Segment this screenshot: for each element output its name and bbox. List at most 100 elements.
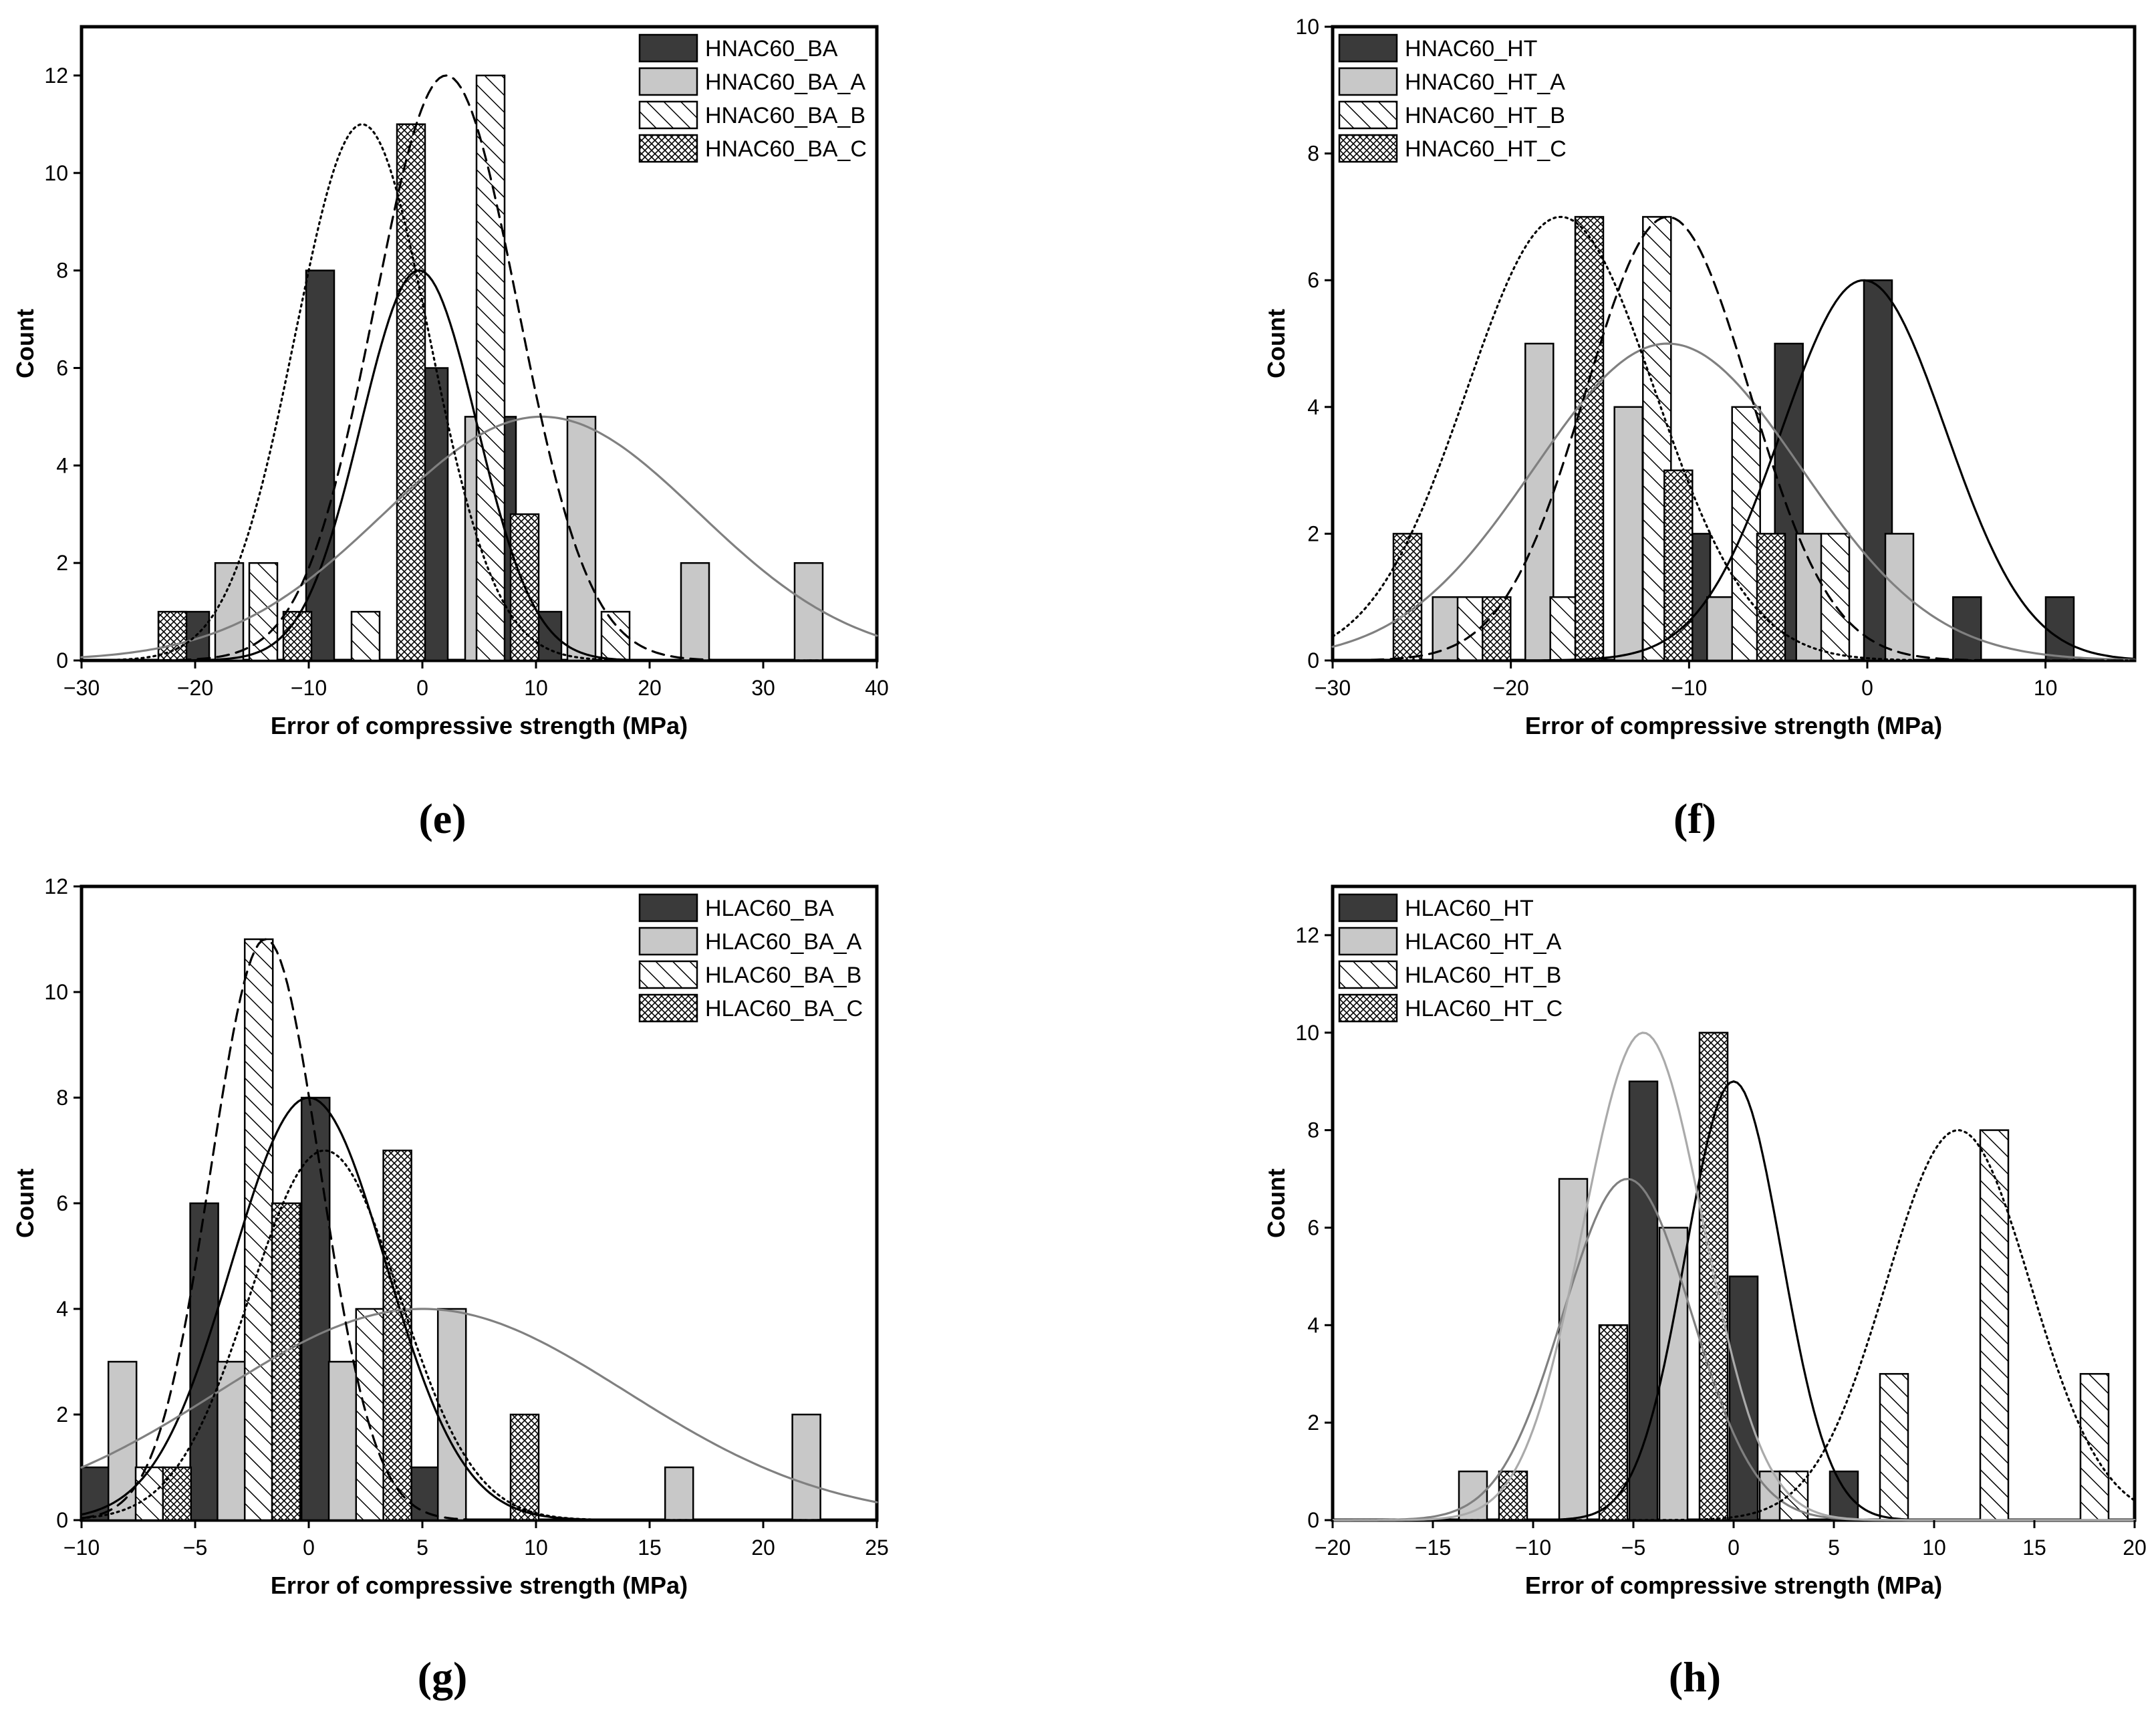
legend-label-hnac60-ba-c: HNAC60_BA_C	[705, 136, 867, 162]
bar-hnac60-ht-a	[1524, 342, 1555, 662]
x-tick-label: 0	[1728, 1536, 1740, 1560]
legend-label-hnac60-ba-b: HNAC60_BA_B	[705, 103, 865, 128]
y-axis-ticks: 0 2 4 6 8 10 12	[1295, 923, 1333, 1532]
bar-hnac60-ba-c	[396, 123, 426, 662]
x-tick-label: 5	[416, 1536, 428, 1560]
x-tick-label: 40	[865, 676, 889, 700]
bar-hlac60-ht-b	[1979, 1129, 2010, 1521]
bar-hnac60-ht-b	[1731, 406, 1761, 662]
bar-hnac60-ba	[305, 269, 335, 662]
y-tick-label: 4	[56, 1297, 68, 1321]
x-tick-label: 25	[865, 1536, 889, 1560]
x-tick-label: 15	[638, 1536, 662, 1560]
legend-label-hnac60-ht-a: HNAC60_HT_A	[1405, 70, 1565, 95]
bar-hnac60-ba-b	[350, 610, 381, 662]
bar-hnac60-ht-c	[1392, 533, 1423, 662]
panel-label: (g)	[418, 1653, 468, 1701]
bar-hnac60-ht-c	[1574, 216, 1605, 662]
bar-hnac60-ht-a	[1432, 596, 1462, 662]
x-axis-ticks: −20 −15 −10 −5 0 5 10 15 20	[1315, 1520, 2147, 1560]
y-tick-label: 2	[56, 551, 68, 575]
curve-hlac60-ba-c	[80, 1149, 878, 1521]
x-tick-label: −20	[1493, 676, 1529, 700]
y-tick-label: 12	[44, 874, 68, 898]
x-tick-label: 0	[416, 676, 428, 700]
curve-hlac60-ht-c	[1331, 1031, 2136, 1521]
x-axis-ticks: −30 −20 −10 0 10	[1315, 660, 2058, 700]
x-tick-label: −5	[183, 1536, 207, 1560]
x-tick-label: 15	[2022, 1536, 2046, 1560]
bar-hnac60-ba-c	[157, 610, 188, 662]
y-axis-label: Count	[11, 1169, 39, 1238]
legend-swatch-hlac60-ba-a	[638, 927, 698, 956]
x-axis-label: Error of compressive strength (MPa)	[271, 1572, 688, 1599]
y-tick-label: 6	[56, 356, 68, 380]
legend-swatch-hlac60-ht-b	[1338, 960, 1398, 989]
y-axis-ticks: 0 2 4 6 8 10 12	[44, 64, 82, 672]
x-tick-label: −15	[1415, 1536, 1451, 1560]
bar-hnac60-ht	[1952, 596, 1982, 662]
bar-hlac60-ht-a	[1658, 1227, 1689, 1521]
bar-hnac60-ba-a	[566, 416, 597, 662]
legend-swatch-hlac60-ba-c	[638, 993, 698, 1023]
y-tick-label: 0	[1307, 1508, 1319, 1532]
legend-swatch-hnac60-ba-b	[638, 100, 698, 130]
y-axis-ticks: 0 2 4 6 8 10	[1295, 15, 1333, 672]
legend-label-hlac60-ht-a: HLAC60_HT_A	[1405, 929, 1562, 955]
curve-hlac60-ht-b	[1331, 1129, 2136, 1521]
x-tick-label: −10	[1515, 1536, 1551, 1560]
legend-swatch-hnac60-ht-a	[1338, 67, 1398, 96]
distribution-curves	[80, 938, 878, 1521]
panel-label: (e)	[418, 795, 466, 842]
curve-hnac60-ba-c	[80, 123, 878, 662]
legend-swatch-hnac60-ba-a	[638, 67, 698, 96]
legend: HLAC60_HT HLAC60_HT_A HLAC60_HT_B HLAC60_HT…	[1338, 893, 1563, 1023]
legend-swatch-hlac60-ht	[1338, 893, 1398, 923]
distribution-curves	[1331, 215, 2136, 662]
bar-hlac60-ba-a	[217, 1360, 247, 1521]
legend-label-hlac60-ba-a: HLAC60_BA_A	[705, 929, 862, 955]
bars	[1392, 216, 2075, 662]
x-tick-label: 20	[638, 676, 662, 700]
distribution-curves	[1331, 1031, 2136, 1521]
distribution-curves	[80, 74, 878, 662]
bar-hlac60-ba-b	[134, 1466, 165, 1521]
legend-swatch-hlac60-ba	[638, 893, 698, 923]
x-axis-ticks: −10 −5 0 5 10 15 20 25	[63, 1520, 889, 1560]
x-tick-label: −30	[1315, 676, 1351, 700]
y-tick-label: 8	[1307, 1118, 1319, 1142]
x-tick-label: −10	[63, 1536, 100, 1560]
bar-hlac60-ba-c	[271, 1202, 301, 1521]
bars	[157, 74, 824, 662]
x-tick-label: −5	[1621, 1536, 1645, 1560]
bar-hlac60-ht-b	[1778, 1470, 1809, 1521]
legend-label-hnac60-ba: HNAC60_BA	[705, 36, 838, 62]
y-tick-label: 6	[1307, 1215, 1319, 1239]
bar-hlac60-ba-a	[327, 1360, 358, 1521]
bar-hlac60-ba-b	[243, 938, 274, 1521]
legend-label-hnac60-ht-b: HNAC60_HT_B	[1405, 103, 1565, 128]
y-tick-label: 10	[1295, 15, 1319, 39]
legend: HNAC60_HT HNAC60_HT_A HNAC60_HT_B HNAC60_HT…	[1338, 33, 1567, 163]
curve-hnac60-ba-a	[80, 415, 878, 658]
bar-hnac60-ba-b	[475, 74, 506, 662]
bar-hlac60-ba-a	[664, 1466, 694, 1521]
y-tick-label: 2	[1307, 521, 1319, 545]
bar-hnac60-ht-a	[1884, 533, 1915, 662]
bar-hlac60-ba	[300, 1096, 331, 1521]
bar-hlac60-ba	[189, 1202, 219, 1521]
bar-hlac60-ht	[1829, 1470, 1859, 1521]
x-tick-label: −10	[291, 676, 327, 700]
panel-label: (f)	[1673, 795, 1716, 842]
y-axis-label: Count	[1262, 309, 1290, 378]
x-tick-label: 10	[2034, 676, 2058, 700]
x-tick-label: 10	[524, 1536, 548, 1560]
bar-hnac60-ht-c	[1756, 533, 1786, 662]
y-tick-label: 4	[1307, 395, 1319, 419]
curve-hnac60-ht-a	[1331, 342, 2136, 661]
legend-swatch-hnac60-ht	[1338, 33, 1398, 63]
bar-hnac60-ba-a	[793, 562, 824, 662]
legend-swatch-hnac60-ht-c	[1338, 134, 1398, 163]
legend-label-hnac60-ht: HNAC60_HT	[1405, 36, 1537, 62]
